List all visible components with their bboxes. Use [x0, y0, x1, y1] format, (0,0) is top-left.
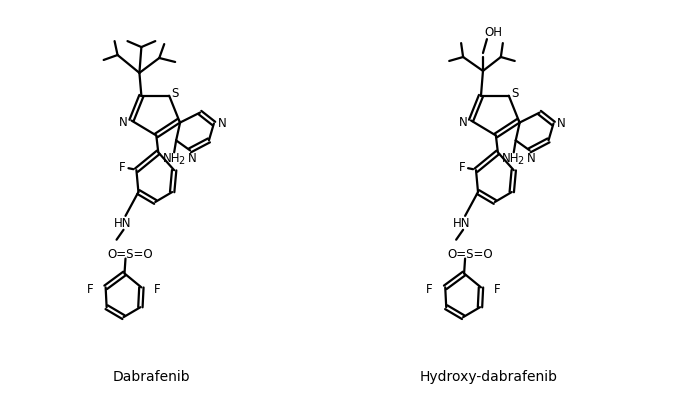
Text: N: N — [217, 117, 226, 130]
Text: N: N — [527, 152, 536, 165]
Text: O=S=O: O=S=O — [448, 248, 493, 261]
Text: N: N — [188, 152, 196, 165]
Text: F: F — [493, 283, 500, 296]
Text: F: F — [459, 161, 466, 174]
Text: S: S — [171, 87, 179, 100]
Text: F: F — [426, 283, 433, 296]
Text: F: F — [86, 283, 93, 296]
Text: Dabrafenib: Dabrafenib — [113, 370, 190, 384]
Text: OH: OH — [484, 26, 502, 39]
Text: NH: NH — [163, 152, 180, 165]
Text: N: N — [119, 116, 128, 129]
Text: Hydroxy-dabrafenib: Hydroxy-dabrafenib — [420, 370, 558, 384]
Text: F: F — [154, 283, 161, 296]
Text: S: S — [511, 87, 518, 100]
Text: 2: 2 — [178, 156, 184, 166]
Text: N: N — [557, 117, 566, 130]
Text: HN: HN — [453, 217, 470, 230]
Text: F: F — [119, 161, 126, 174]
Text: NH: NH — [502, 152, 520, 165]
Text: N: N — [459, 116, 468, 129]
Text: O=S=O: O=S=O — [107, 248, 153, 261]
Text: 2: 2 — [518, 156, 524, 166]
Text: HN: HN — [113, 217, 131, 230]
